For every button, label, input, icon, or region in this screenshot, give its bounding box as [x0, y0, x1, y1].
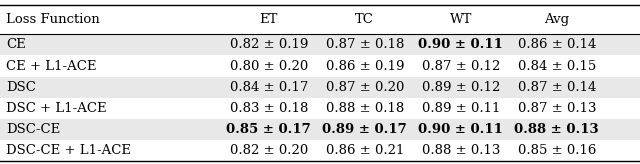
Text: 0.89 ± 0.17: 0.89 ± 0.17: [323, 123, 407, 136]
Text: 0.85 ± 0.17: 0.85 ± 0.17: [227, 123, 311, 136]
Text: 0.88 ± 0.18: 0.88 ± 0.18: [326, 102, 404, 115]
Text: 0.80 ± 0.20: 0.80 ± 0.20: [230, 60, 308, 72]
Text: Avg: Avg: [544, 13, 570, 26]
Text: 0.87 ± 0.18: 0.87 ± 0.18: [326, 39, 404, 51]
Text: 0.87 ± 0.13: 0.87 ± 0.13: [518, 102, 596, 115]
Text: 0.90 ± 0.11: 0.90 ± 0.11: [419, 123, 503, 136]
Text: 0.87 ± 0.12: 0.87 ± 0.12: [422, 60, 500, 72]
Text: 0.87 ± 0.20: 0.87 ± 0.20: [326, 81, 404, 93]
Text: Loss Function: Loss Function: [6, 13, 100, 26]
Bar: [0, 119, 640, 140]
Bar: [0, 77, 640, 98]
Text: DSC-CE + L1-ACE: DSC-CE + L1-ACE: [6, 144, 131, 157]
Text: 0.85 ± 0.16: 0.85 ± 0.16: [518, 144, 596, 157]
Bar: [0, 34, 640, 55]
Text: TC: TC: [355, 13, 374, 26]
Text: 0.88 ± 0.13: 0.88 ± 0.13: [515, 123, 599, 136]
Text: 0.86 ± 0.21: 0.86 ± 0.21: [326, 144, 404, 157]
Text: 0.89 ± 0.12: 0.89 ± 0.12: [422, 81, 500, 93]
Text: 0.84 ± 0.17: 0.84 ± 0.17: [230, 81, 308, 93]
Text: 0.86 ± 0.14: 0.86 ± 0.14: [518, 39, 596, 51]
Text: 0.86 ± 0.19: 0.86 ± 0.19: [326, 60, 404, 72]
Text: 0.82 ± 0.20: 0.82 ± 0.20: [230, 144, 308, 157]
Text: CE: CE: [6, 39, 26, 51]
Text: 0.83 ± 0.18: 0.83 ± 0.18: [230, 102, 308, 115]
Text: ET: ET: [260, 13, 278, 26]
Text: 0.89 ± 0.11: 0.89 ± 0.11: [422, 102, 500, 115]
Text: DSC: DSC: [6, 81, 36, 93]
Text: DSC-CE: DSC-CE: [6, 123, 61, 136]
Text: 0.90 ± 0.11: 0.90 ± 0.11: [419, 39, 503, 51]
Text: DSC + L1-ACE: DSC + L1-ACE: [6, 102, 107, 115]
Text: 0.88 ± 0.13: 0.88 ± 0.13: [422, 144, 500, 157]
Text: 0.82 ± 0.19: 0.82 ± 0.19: [230, 39, 308, 51]
Text: CE + L1-ACE: CE + L1-ACE: [6, 60, 97, 72]
Text: 0.84 ± 0.15: 0.84 ± 0.15: [518, 60, 596, 72]
Text: WT: WT: [450, 13, 472, 26]
Text: 0.87 ± 0.14: 0.87 ± 0.14: [518, 81, 596, 93]
